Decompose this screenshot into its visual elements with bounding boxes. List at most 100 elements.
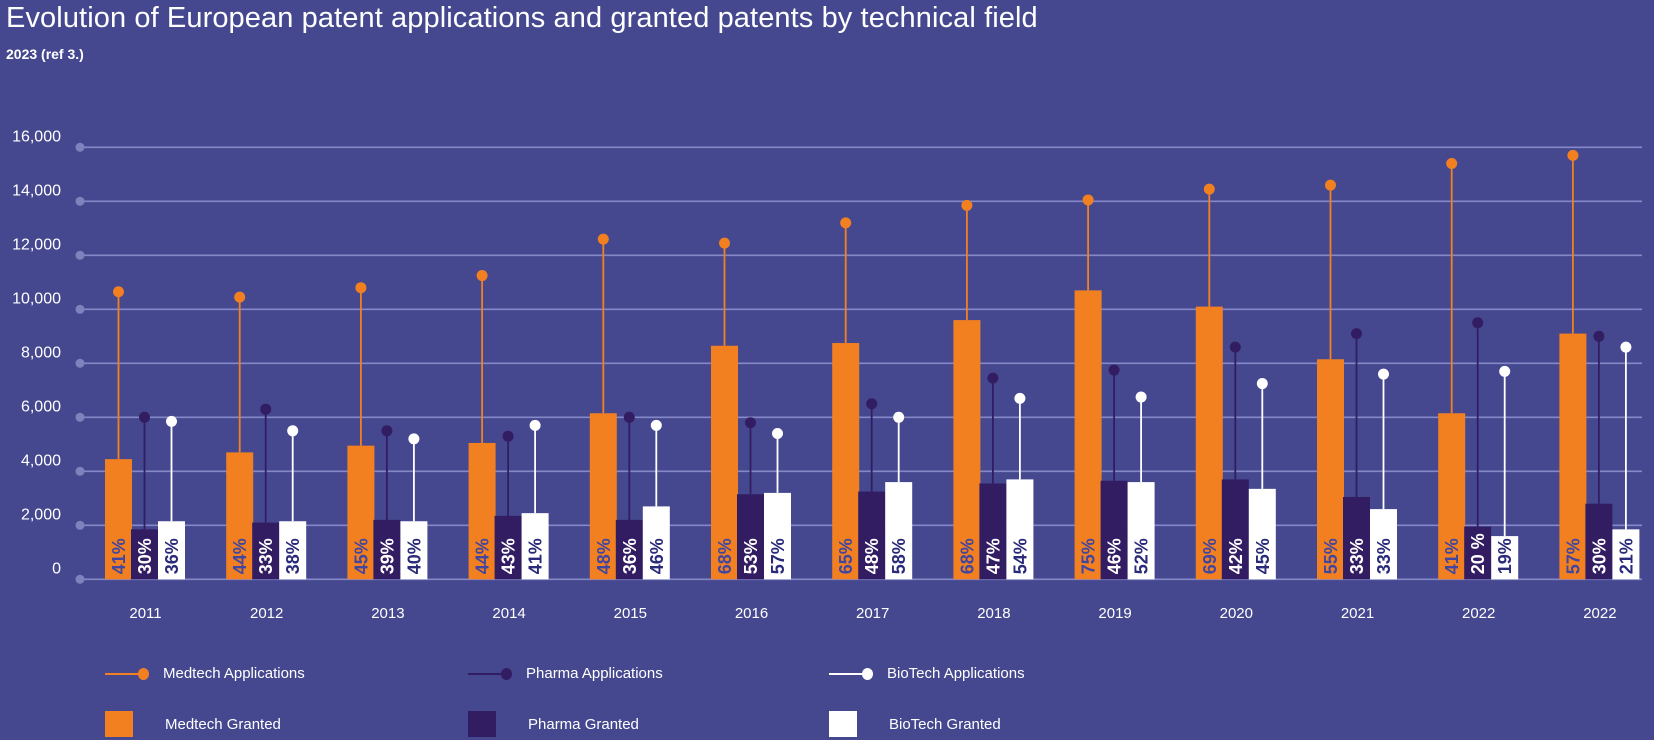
pharma-granted-percent-label: 36% [620, 538, 640, 574]
x-tick-label: 2021 [1341, 605, 1374, 622]
biotech-application-point [1378, 369, 1389, 380]
pharma-granted-swatch-icon [468, 711, 496, 737]
y-tick-label: 2,000 [21, 506, 61, 523]
pharma-granted-percent-label: 53% [741, 538, 761, 574]
x-tick-label: 2022 [1583, 605, 1616, 622]
pharma-granted-percent-label: 39% [377, 538, 397, 574]
medtech-application-point [1325, 180, 1336, 191]
pharma-granted-percent-label: 48% [862, 538, 882, 574]
biotech-application-point [893, 412, 904, 423]
pharma-application-point [624, 412, 635, 423]
biotech-granted-percent-label: 46% [647, 538, 667, 574]
medtech-application-point [719, 238, 730, 249]
biotech-granted-percent-label: 58% [889, 538, 909, 574]
biotech-granted-percent-label: 36% [162, 538, 182, 574]
x-tick-label: 2017 [856, 605, 889, 622]
x-tick-label: 2019 [1098, 605, 1131, 622]
y-tick-label: 12,000 [12, 236, 61, 253]
pharma-granted-percent-label: 30% [135, 538, 155, 574]
y-tick-dot [76, 413, 85, 422]
biotech-granted-percent-label: 52% [1132, 538, 1152, 574]
medtech-granted-percent-label: 48% [594, 538, 614, 574]
x-tick-label: 2022 [1462, 605, 1495, 622]
medtech-granted-swatch-icon [105, 711, 133, 737]
medtech-granted-percent-label: 57% [1563, 538, 1583, 574]
x-tick-label: 2014 [492, 605, 525, 622]
x-tick-label: 2012 [250, 605, 283, 622]
legend-label: Pharma Granted [528, 716, 639, 733]
pharma-application-point [381, 425, 392, 436]
pharma-applications-swatch-icon [468, 668, 512, 680]
y-tick-dot [76, 305, 85, 314]
biotech-granted-percent-label: 40% [404, 538, 424, 574]
medtech-granted-bar [1075, 290, 1102, 579]
x-tick-label: 2011 [129, 605, 161, 622]
medtech-application-point [598, 234, 609, 245]
legend-pharma-applications: Pharma Applications [468, 665, 663, 682]
biotech-granted-percent-label: 54% [1010, 538, 1030, 574]
biotech-applications-swatch-icon [829, 668, 873, 680]
y-tick-label: 14,000 [12, 182, 61, 199]
y-tick-dot [76, 521, 85, 530]
pharma-application-point [260, 404, 271, 415]
biotech-application-point [1257, 378, 1268, 389]
y-tick-dot [76, 359, 85, 368]
legend-label: Pharma Applications [526, 665, 663, 682]
pharma-application-point [139, 412, 150, 423]
y-tick-label: 8,000 [21, 344, 61, 361]
x-tick-label: 2015 [614, 605, 647, 622]
pharma-application-point [1109, 365, 1120, 376]
medtech-application-point [840, 217, 851, 228]
pharma-granted-percent-label: 33% [256, 538, 276, 574]
medtech-granted-percent-label: 65% [836, 538, 856, 574]
pharma-application-point [1351, 328, 1362, 339]
pharma-granted-percent-label: 47% [983, 538, 1003, 574]
biotech-granted-percent-label: 57% [768, 538, 788, 574]
medtech-application-point [1083, 194, 1094, 205]
x-tick-label: 2020 [1220, 605, 1253, 622]
medtech-granted-percent-label: 68% [715, 538, 735, 574]
medtech-application-point [477, 270, 488, 281]
pharma-granted-percent-label: 42% [1226, 538, 1246, 574]
x-tick-label: 2018 [977, 605, 1010, 622]
medtech-application-point [355, 282, 366, 293]
medtech-application-point [1567, 150, 1578, 161]
biotech-granted-percent-label: 33% [1374, 538, 1394, 574]
legend-pharma-granted: Pharma Granted [468, 711, 639, 737]
biotech-application-point [1014, 393, 1025, 404]
pharma-application-point [866, 398, 877, 409]
pharma-application-point [1472, 317, 1483, 328]
biotech-granted-percent-label: 45% [1253, 538, 1273, 574]
y-tick-label: 6,000 [21, 398, 61, 415]
legend-label: Medtech Granted [165, 716, 281, 733]
y-tick-dot [76, 143, 85, 152]
biotech-application-point [1136, 392, 1147, 403]
pharma-granted-percent-label: 33% [1347, 538, 1367, 574]
biotech-granted-percent-label: 38% [283, 538, 303, 574]
pharma-granted-percent-label: 43% [499, 538, 519, 574]
medtech-application-point [1204, 184, 1215, 195]
biotech-granted-swatch-icon [829, 711, 857, 737]
pharma-application-point [987, 373, 998, 384]
medtech-granted-percent-label: 69% [1200, 538, 1220, 574]
pharma-application-point [745, 417, 756, 428]
medtech-application-point [113, 286, 124, 297]
biotech-granted-percent-label: 19% [1495, 538, 1515, 574]
pharma-application-point [1230, 342, 1241, 353]
legend-label: Medtech Applications [163, 665, 305, 682]
legend-label: BioTech Applications [887, 665, 1025, 682]
pharma-granted-percent-label: 30% [1589, 538, 1609, 574]
medtech-granted-percent-label: 44% [230, 538, 250, 574]
biotech-application-point [1620, 342, 1631, 353]
medtech-granted-percent-label: 41% [109, 538, 129, 574]
medtech-granted-percent-label: 68% [957, 538, 977, 574]
medtech-application-point [234, 292, 245, 303]
legend-medtech-applications: Medtech Applications [105, 665, 305, 682]
pharma-granted-percent-label: 20 % [1468, 533, 1488, 574]
y-tick-label: 4,000 [21, 452, 61, 469]
biotech-application-point [408, 433, 419, 444]
legend-biotech-granted: BioTech Granted [829, 711, 1001, 737]
y-tick-dot [76, 197, 85, 206]
medtech-application-point [1446, 158, 1457, 169]
medtech-granted-percent-label: 45% [351, 538, 371, 574]
